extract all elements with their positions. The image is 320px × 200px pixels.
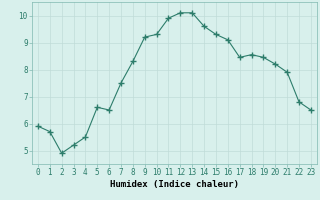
X-axis label: Humidex (Indice chaleur): Humidex (Indice chaleur)	[110, 180, 239, 189]
